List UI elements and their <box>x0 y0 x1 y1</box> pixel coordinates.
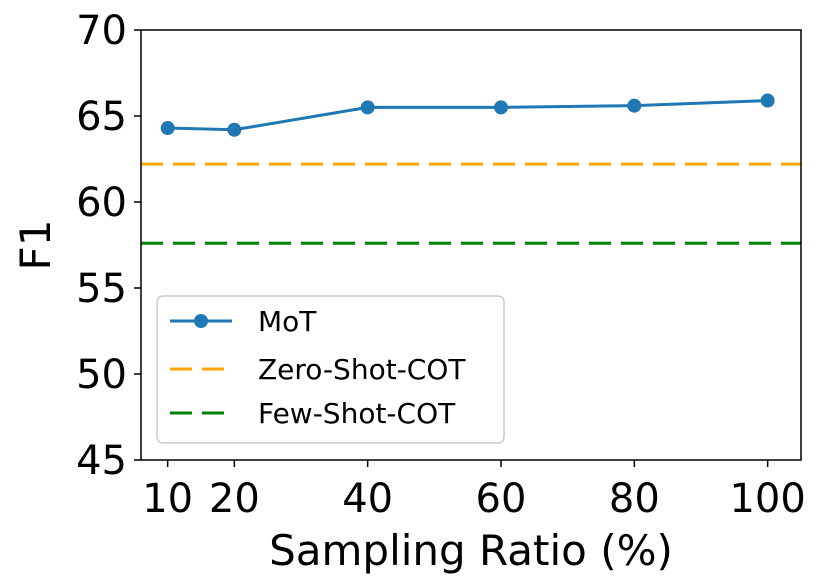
data-point-mot-100 <box>760 93 775 108</box>
legend: MoT Zero-Shot-COT Few-Shot-COT <box>156 295 505 444</box>
y-tick-label-50: 50 <box>76 352 127 398</box>
data-point-mot-60 <box>494 100 508 115</box>
x-axis-title: Sampling Ratio (%) <box>269 526 673 575</box>
x-tick-label-60: 60 <box>476 476 527 522</box>
y-tick-label-55: 55 <box>76 266 127 312</box>
y-axis: 45 50 55 60 65 70 <box>76 8 141 484</box>
y-tick-label-60: 60 <box>76 180 127 226</box>
x-tick-label-100: 100 <box>729 476 805 522</box>
x-tick-label-10: 10 <box>142 476 193 522</box>
y-tick-label-70: 70 <box>76 8 127 54</box>
x-tick-label-80: 80 <box>609 476 660 522</box>
legend-label-zero-shot-cot: Zero-Shot-COT <box>258 353 466 386</box>
data-point-mot-20 <box>227 122 242 137</box>
legend-marker-mot <box>194 314 208 328</box>
data-point-mot-10 <box>160 121 175 136</box>
legend-label-mot: MoT <box>258 305 317 338</box>
y-tick-label-65: 65 <box>76 94 127 140</box>
x-tick-label-20: 20 <box>209 476 260 522</box>
plot-content <box>141 93 801 245</box>
y-axis-title: F1 <box>11 220 60 271</box>
data-point-mot-80 <box>627 98 642 113</box>
data-point-mot-40 <box>360 100 375 115</box>
legend-box <box>156 295 505 444</box>
legend-label-few-shot-cot: Few-Shot-COT <box>258 397 456 430</box>
plot-frame <box>140 29 802 461</box>
x-axis: 10 20 40 60 80 100 <box>142 460 806 522</box>
y-tick-label-45: 45 <box>76 438 127 484</box>
x-tick-label-40: 40 <box>342 476 393 522</box>
series-line-mot <box>167 99 768 132</box>
